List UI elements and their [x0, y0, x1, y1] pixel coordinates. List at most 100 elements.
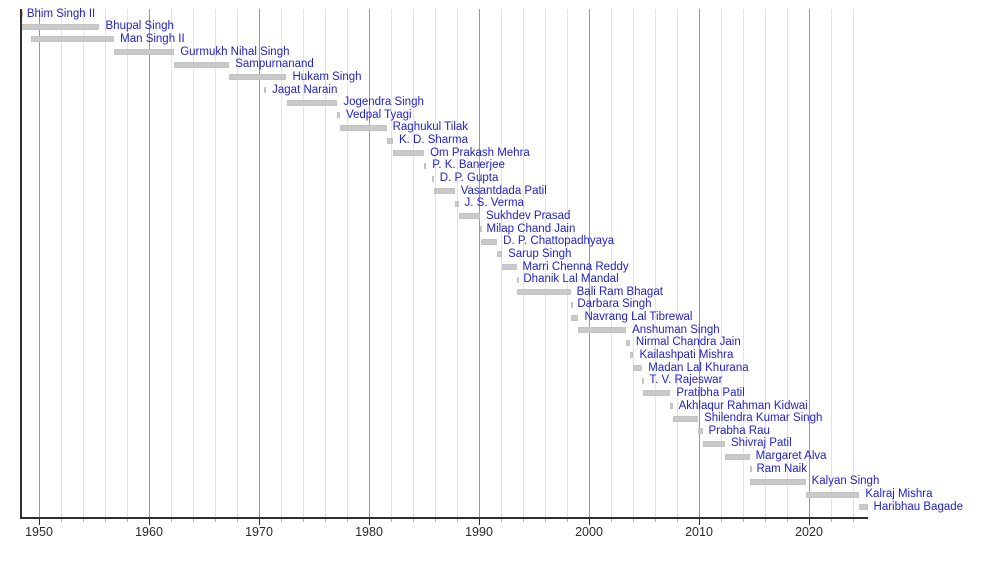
- person-label[interactable]: Gurmukh Nihal Singh: [180, 45, 290, 58]
- timeline-bar: [517, 289, 571, 296]
- person-label[interactable]: Marri Chenna Reddy: [522, 260, 629, 273]
- person-label[interactable]: T. V. Rajeswar: [649, 374, 723, 387]
- minor-tick: [545, 519, 546, 522]
- minor-gridline: [523, 9, 524, 517]
- minor-gridline: [677, 9, 678, 517]
- timeline-bar: [724, 453, 750, 460]
- person-label[interactable]: D. P. Gupta: [439, 172, 499, 185]
- person-label[interactable]: D. P. Chattopadhyaya: [503, 235, 615, 248]
- decade-tick: [809, 519, 810, 525]
- timeline-bar: [392, 150, 425, 157]
- timeline-bar: [698, 428, 703, 435]
- person-label[interactable]: Shivraj Patil: [730, 437, 792, 450]
- timeline-bar: [480, 238, 498, 245]
- person-label[interactable]: Ram Naik: [756, 462, 807, 475]
- person-label[interactable]: Vasantdada Patil: [460, 184, 547, 197]
- person-label[interactable]: Nirmal Chandra Jain: [635, 336, 741, 349]
- person-label[interactable]: Kalraj Mishra: [865, 488, 933, 501]
- minor-tick: [215, 519, 216, 522]
- timeline-bar: [642, 377, 645, 384]
- person-label[interactable]: Darbara Singh: [577, 298, 652, 311]
- minor-tick: [523, 519, 524, 522]
- minor-tick: [413, 519, 414, 522]
- timeline-bar: [633, 365, 643, 372]
- person-label[interactable]: Milap Chand Jain: [486, 222, 576, 235]
- axis-tick-label: 2000: [575, 525, 603, 539]
- timeline-bar: [859, 504, 868, 511]
- person-label[interactable]: Akhlaqur Rahman Kidwai: [678, 399, 808, 412]
- minor-tick: [501, 519, 502, 522]
- axis-tick-label: 1980: [355, 525, 383, 539]
- person-label[interactable]: Haribhau Bagade: [873, 500, 964, 513]
- axis-tick-label: 1960: [135, 525, 163, 539]
- person-label[interactable]: Kalyan Singh: [811, 475, 880, 488]
- person-label[interactable]: K. D. Sharma: [398, 134, 468, 147]
- person-label[interactable]: Margaret Alva: [755, 450, 827, 463]
- minor-tick: [193, 519, 194, 522]
- minor-gridline: [633, 9, 634, 517]
- person-label[interactable]: Vedpal Tyagi: [345, 108, 412, 121]
- person-label[interactable]: Hukam Singh: [292, 70, 362, 83]
- decade-gridline: [479, 9, 480, 517]
- minor-gridline: [501, 9, 502, 517]
- axis-tick-label: 2020: [795, 525, 823, 539]
- minor-tick: [127, 519, 128, 522]
- person-label[interactable]: Dhanik Lal Mandal: [523, 273, 619, 286]
- person-label[interactable]: Om Prakash Mehra: [430, 146, 530, 159]
- minor-gridline: [171, 9, 172, 517]
- minor-gridline: [325, 9, 326, 517]
- minor-tick: [83, 519, 84, 522]
- person-label[interactable]: Madan Lal Khurana: [648, 361, 749, 374]
- person-label[interactable]: Pratibha Patil: [676, 386, 745, 399]
- person-label[interactable]: Sukhdev Prasad: [485, 209, 571, 222]
- person-label[interactable]: Man Singh II: [120, 32, 185, 45]
- person-label[interactable]: Bhupal Singh: [105, 20, 174, 33]
- minor-gridline: [61, 9, 62, 517]
- minor-tick: [567, 519, 568, 522]
- person-label[interactable]: Sampurnanand: [235, 58, 314, 71]
- axis-tick-label: 1950: [25, 525, 53, 539]
- person-label[interactable]: P. K. Banerjee: [432, 159, 505, 172]
- timeline-bar: [626, 339, 630, 346]
- timeline-bar: [340, 124, 387, 131]
- minor-tick: [237, 519, 238, 522]
- decade-gridline: [369, 9, 370, 517]
- minor-gridline: [127, 9, 128, 517]
- timeline-bar: [286, 99, 338, 106]
- person-label[interactable]: Shilendra Kumar Singh: [704, 412, 823, 425]
- person-label[interactable]: Prabha Rau: [708, 424, 770, 437]
- decade-tick: [589, 519, 590, 525]
- timeline-bar: [263, 87, 267, 94]
- decade-gridline: [39, 9, 40, 517]
- minor-gridline: [721, 9, 722, 517]
- person-label[interactable]: Bhim Singh II: [26, 7, 96, 20]
- minor-gridline: [567, 9, 568, 517]
- person-label[interactable]: J. S. Verma: [464, 197, 524, 210]
- timeline-bar: [424, 162, 427, 169]
- minor-tick: [61, 519, 62, 522]
- person-label[interactable]: Jogendra Singh: [343, 96, 424, 109]
- person-label[interactable]: Bali Ram Bhagat: [576, 285, 663, 298]
- timeline-bar: [497, 251, 503, 258]
- person-label[interactable]: Navrang Lal Tibrewal: [584, 311, 693, 324]
- minor-tick: [391, 519, 392, 522]
- minor-tick: [457, 519, 458, 522]
- timeline-bar: [20, 23, 100, 30]
- minor-tick: [633, 519, 634, 522]
- decade-gridline: [809, 9, 810, 517]
- timeline-bar: [458, 213, 480, 220]
- minor-gridline: [237, 9, 238, 517]
- person-label[interactable]: Jagat Narain: [272, 83, 338, 96]
- timeline-bar: [570, 301, 573, 308]
- minor-gridline: [435, 9, 436, 517]
- person-label[interactable]: Sarup Singh: [508, 247, 572, 260]
- minor-tick: [743, 519, 744, 522]
- decade-gridline: [589, 9, 590, 517]
- minor-gridline: [765, 9, 766, 517]
- person-label[interactable]: Kailashpati Mishra: [639, 348, 734, 361]
- person-label[interactable]: Raghukul Tilak: [392, 121, 469, 134]
- timeline-bar: [643, 390, 671, 397]
- person-label[interactable]: Anshuman Singh: [632, 323, 720, 336]
- minor-gridline: [281, 9, 282, 517]
- minor-gridline: [193, 9, 194, 517]
